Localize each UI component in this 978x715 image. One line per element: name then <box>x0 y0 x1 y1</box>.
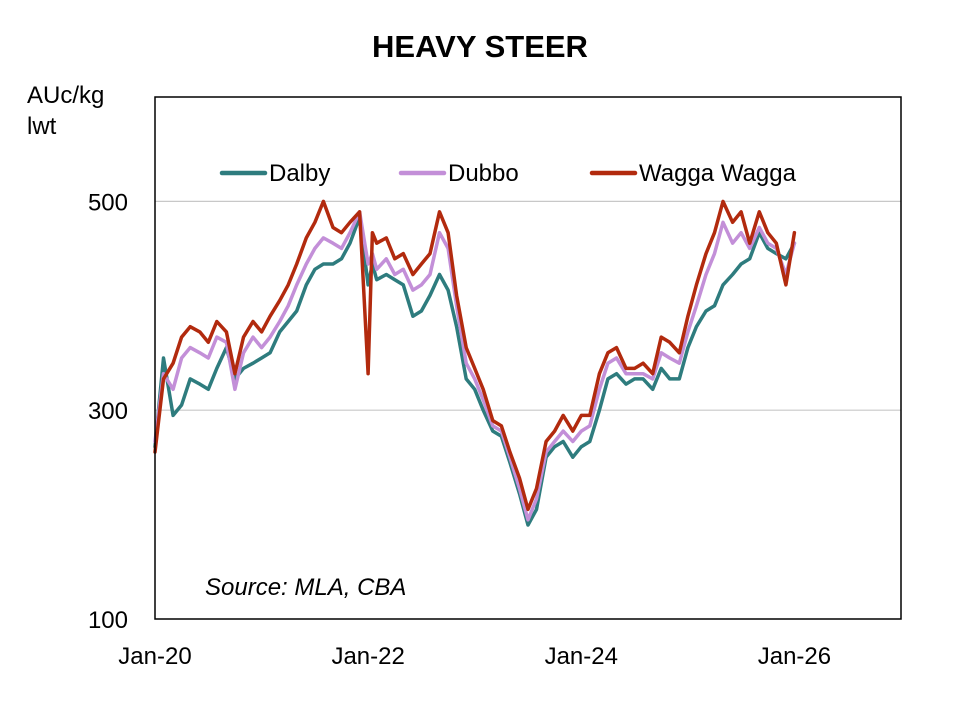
source-note: Source: MLA, CBA <box>205 574 406 601</box>
y-tick-labels: 100 300 500 <box>88 189 128 634</box>
series-lines <box>153 199 797 527</box>
series-line-dalby <box>153 215 797 527</box>
x-tick-label-jan-22: Jan-22 <box>331 643 404 670</box>
y-axis-label-unit: AUc/kg <box>27 82 104 109</box>
legend: Dalby Dubbo Wagga Wagga <box>219 160 797 187</box>
chart-title: HEAVY STEER <box>372 29 588 64</box>
x-tick-labels: Jan-20 Jan-22 Jan-24 Jan-26 <box>118 643 831 670</box>
y-tick-label-500: 500 <box>88 189 128 216</box>
legend-label-dubbo: Dubbo <box>448 160 519 187</box>
y-tick-label-300: 300 <box>88 398 128 425</box>
legend-label-wagga-wagga: Wagga Wagga <box>639 160 797 187</box>
series-line-wagga-wagga <box>153 199 797 512</box>
legend-label-dalby: Dalby <box>269 160 330 187</box>
x-tick-label-jan-26: Jan-26 <box>758 643 831 670</box>
plot-area-border <box>154 96 902 620</box>
y-tick-label-100: 100 <box>88 607 128 634</box>
x-tick-label-jan-24: Jan-24 <box>545 643 618 670</box>
series-line-dubbo <box>153 210 797 522</box>
grid-lines <box>155 200 901 411</box>
y-axis-label-weight: lwt <box>27 113 57 140</box>
x-tick-label-jan-20: Jan-20 <box>118 643 191 670</box>
